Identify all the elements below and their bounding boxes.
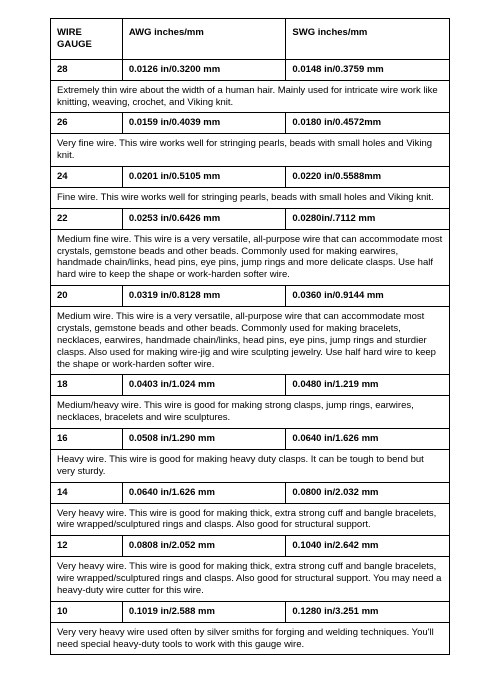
desc-cell: Extremely thin wire about the width of a… xyxy=(51,80,450,113)
table-header-row: WIRE GAUGE AWG inches/mm SWG inches/mm xyxy=(51,19,450,60)
desc-cell: Very heavy wire. This wire is good for m… xyxy=(51,557,450,602)
gauge-cell: 18 xyxy=(51,375,123,396)
table-desc-row: Medium/heavy wire. This wire is good for… xyxy=(51,396,450,429)
table-row: 100.1019 in/2.588 mm0.1280 in/3.251 mm xyxy=(51,601,450,622)
header-awg: AWG inches/mm xyxy=(122,19,286,60)
table-desc-row: Very heavy wire. This wire is good for m… xyxy=(51,503,450,536)
awg-cell: 0.0201 in/0.5105 mm xyxy=(122,167,286,188)
swg-cell: 0.1280 in/3.251 mm xyxy=(286,601,450,622)
table-row: 220.0253 in/0.6426 mm0.0280in/.7112 mm xyxy=(51,208,450,229)
table-desc-row: Very very heavy wire used often by silve… xyxy=(51,622,450,655)
awg-cell: 0.0253 in/0.6426 mm xyxy=(122,208,286,229)
table-row: 280.0126 in/0.3200 mm0.0148 in/0.3759 mm xyxy=(51,59,450,80)
swg-cell: 0.0148 in/0.3759 mm xyxy=(286,59,450,80)
table-row: 160.0508 in/1.290 mm0.0640 in/1.626 mm xyxy=(51,429,450,450)
swg-cell: 0.0480 in/1.219 mm xyxy=(286,375,450,396)
awg-cell: 0.0508 in/1.290 mm xyxy=(122,429,286,450)
gauge-cell: 14 xyxy=(51,482,123,503)
gauge-cell: 12 xyxy=(51,536,123,557)
table-row: 240.0201 in/0.5105 mm0.0220 in/0.5588mm xyxy=(51,167,450,188)
swg-cell: 0.0220 in/0.5588mm xyxy=(286,167,450,188)
table-desc-row: Fine wire. This wire works well for stri… xyxy=(51,187,450,208)
desc-cell: Fine wire. This wire works well for stri… xyxy=(51,187,450,208)
desc-cell: Very fine wire. This wire works well for… xyxy=(51,134,450,167)
table-row: 180.0403 in/1.024 mm0.0480 in/1.219 mm xyxy=(51,375,450,396)
gauge-cell: 24 xyxy=(51,167,123,188)
swg-cell: 0.1040 in/2.642 mm xyxy=(286,536,450,557)
awg-cell: 0.0319 in/0.8128 mm xyxy=(122,286,286,307)
table-desc-row: Heavy wire. This wire is good for making… xyxy=(51,449,450,482)
table-row: 260.0159 in/0.4039 mm0.0180 in/0.4572mm xyxy=(51,113,450,134)
table-desc-row: Very heavy wire. This wire is good for m… xyxy=(51,557,450,602)
swg-cell: 0.0280in/.7112 mm xyxy=(286,208,450,229)
desc-cell: Heavy wire. This wire is good for making… xyxy=(51,449,450,482)
header-gauge: WIRE GAUGE xyxy=(51,19,123,60)
desc-cell: Medium/heavy wire. This wire is good for… xyxy=(51,396,450,429)
awg-cell: 0.1019 in/2.588 mm xyxy=(122,601,286,622)
desc-cell: Very very heavy wire used often by silve… xyxy=(51,622,450,655)
gauge-cell: 10 xyxy=(51,601,123,622)
table-desc-row: Extremely thin wire about the width of a… xyxy=(51,80,450,113)
table-desc-row: Medium wire. This wire is a very versati… xyxy=(51,307,450,375)
swg-cell: 0.0180 in/0.4572mm xyxy=(286,113,450,134)
table-row: 120.0808 in/2.052 mm0.1040 in/2.642 mm xyxy=(51,536,450,557)
awg-cell: 0.0808 in/2.052 mm xyxy=(122,536,286,557)
gauge-cell: 22 xyxy=(51,208,123,229)
desc-cell: Medium wire. This wire is a very versati… xyxy=(51,307,450,375)
awg-cell: 0.0403 in/1.024 mm xyxy=(122,375,286,396)
table-desc-row: Very fine wire. This wire works well for… xyxy=(51,134,450,167)
gauge-cell: 20 xyxy=(51,286,123,307)
desc-cell: Medium fine wire. This wire is a very ve… xyxy=(51,229,450,286)
page: WIRE GAUGE AWG inches/mm SWG inches/mm 2… xyxy=(0,0,500,680)
awg-cell: 0.0126 in/0.3200 mm xyxy=(122,59,286,80)
wire-gauge-table: WIRE GAUGE AWG inches/mm SWG inches/mm 2… xyxy=(50,18,450,655)
awg-cell: 0.0640 in/1.626 mm xyxy=(122,482,286,503)
table-desc-row: Medium fine wire. This wire is a very ve… xyxy=(51,229,450,286)
header-swg: SWG inches/mm xyxy=(286,19,450,60)
gauge-cell: 26 xyxy=(51,113,123,134)
table-row: 140.0640 in/1.626 mm0.0800 in/2.032 mm xyxy=(51,482,450,503)
swg-cell: 0.0640 in/1.626 mm xyxy=(286,429,450,450)
swg-cell: 0.0360 in/0.9144 mm xyxy=(286,286,450,307)
awg-cell: 0.0159 in/0.4039 mm xyxy=(122,113,286,134)
gauge-cell: 28 xyxy=(51,59,123,80)
table-row: 200.0319 in/0.8128 mm0.0360 in/0.9144 mm xyxy=(51,286,450,307)
swg-cell: 0.0800 in/2.032 mm xyxy=(286,482,450,503)
desc-cell: Very heavy wire. This wire is good for m… xyxy=(51,503,450,536)
gauge-cell: 16 xyxy=(51,429,123,450)
